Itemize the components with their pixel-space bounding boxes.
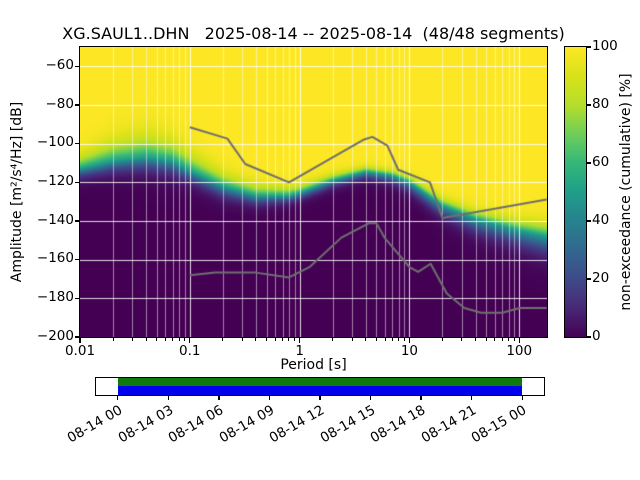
x-minor-tick	[475, 338, 477, 341]
timeline-tick-label: 08-14 09	[216, 402, 277, 447]
x-minor-tick	[241, 338, 243, 341]
timeline-tick-label: 08-14 03	[115, 402, 176, 447]
x-minor-tick	[156, 338, 158, 341]
colorbar-tick	[587, 104, 591, 106]
x-minor-tick	[222, 338, 224, 341]
y-tick	[75, 143, 80, 145]
timeline-tick	[268, 396, 271, 400]
x-minor-tick	[501, 338, 503, 341]
timeline-tick-label: 08-14 06	[165, 402, 227, 447]
y-tick-label: −60	[45, 56, 75, 73]
timeline-tick-label: 08-15 00	[469, 402, 530, 447]
y-axis-label: Amplitude [m²/s⁴/Hz] [dB]	[9, 101, 25, 283]
x-minor-tick	[294, 338, 296, 341]
x-minor-tick	[255, 338, 257, 341]
x-minor-tick	[494, 338, 496, 341]
timeline-tick	[319, 396, 321, 400]
colorbar-tick-label: 0	[592, 327, 601, 344]
timeline-tick-label: 08-14 15	[317, 402, 379, 447]
y-tick	[75, 220, 80, 222]
timeline-tick	[218, 396, 220, 400]
y-tick	[75, 65, 80, 67]
y-tick-label: −140	[36, 211, 74, 228]
colorbar-label: non-exceedance (cumulative) [%]	[618, 73, 634, 311]
timeline-tick-label: 08-14 12	[266, 402, 328, 447]
x-tick	[518, 338, 520, 343]
x-tick	[299, 338, 301, 343]
y-tick	[75, 181, 80, 183]
x-minor-tick	[112, 338, 114, 341]
y-tick	[75, 104, 80, 106]
colorbar-gradient	[565, 47, 586, 337]
x-minor-tick	[332, 338, 334, 341]
colorbar-tick-label: 20	[592, 269, 610, 286]
x-minor-tick	[178, 338, 180, 341]
x-minor-tick	[145, 338, 147, 341]
x-minor-tick	[485, 338, 487, 341]
timeline-tick	[117, 396, 119, 400]
y-tick-label: −160	[36, 250, 74, 267]
y-tick	[75, 336, 80, 338]
x-minor-tick	[384, 338, 386, 341]
timeline-tick-label: 08-14 00	[64, 402, 126, 447]
y-tick-label: −180	[36, 288, 74, 305]
timeline-tick	[420, 396, 422, 400]
x-tick-label: 1	[295, 343, 304, 359]
x-minor-tick	[288, 338, 290, 341]
y-tick-label: −200	[36, 327, 74, 344]
x-minor-tick	[391, 338, 393, 341]
colorbar-tick	[587, 46, 591, 48]
x-tick	[408, 338, 410, 343]
y-tick-label: −100	[36, 134, 74, 151]
x-minor-tick	[131, 338, 133, 341]
colorbar-tick-label: 100	[592, 37, 618, 54]
x-minor-tick	[365, 338, 367, 341]
y-tick	[75, 297, 80, 299]
x-minor-tick	[274, 338, 276, 341]
x-minor-tick	[398, 338, 400, 341]
x-minor-tick	[351, 338, 353, 341]
plot-title: XG.SAUL1..DHN 2025-08-14 -- 2025-08-14 (…	[62, 24, 565, 43]
y-tick-label: −120	[36, 172, 74, 189]
timeline-tick	[470, 396, 473, 400]
x-minor-tick	[164, 338, 166, 341]
colorbar-tick	[587, 220, 591, 222]
timeline-tick	[167, 396, 169, 400]
x-tick-label: 0.1	[179, 343, 201, 359]
x-minor-tick	[461, 338, 463, 341]
x-minor-tick	[282, 338, 284, 341]
x-minor-tick	[172, 338, 174, 341]
x-minor-tick	[508, 338, 510, 341]
y-tick-label: −80	[45, 95, 75, 112]
timeline-tick	[369, 396, 372, 400]
colorbar-tick-label: 80	[592, 95, 610, 112]
y-tick	[75, 259, 80, 261]
x-minor-tick	[375, 338, 377, 341]
colorbar-tick-label: 40	[592, 211, 610, 228]
timeline-tick	[521, 396, 523, 400]
timeline-tick-label: 08-14 18	[367, 402, 429, 447]
colorbar-tick	[587, 162, 591, 164]
x-tick	[189, 338, 191, 343]
x-tick-label: 0.01	[64, 343, 96, 359]
x-minor-tick	[513, 338, 515, 341]
x-minor-tick	[403, 338, 405, 341]
ppsd-heatmap-canvas	[80, 47, 547, 337]
colorbar-tick	[587, 278, 591, 280]
colorbar-tick	[587, 336, 591, 338]
x-tick-label: 10	[400, 343, 419, 359]
timeline-coverage-top	[117, 378, 523, 386]
x-minor-tick	[266, 338, 268, 341]
timeline-coverage-bottom	[117, 386, 523, 395]
x-minor-tick	[184, 338, 186, 341]
x-axis-label: Period [s]	[280, 357, 347, 373]
x-minor-tick	[441, 338, 443, 341]
colorbar-tick-label: 60	[592, 153, 610, 170]
x-tick-label: 100	[506, 343, 533, 359]
x-tick	[79, 338, 81, 343]
timeline-tick-label: 08-14 21	[418, 402, 480, 447]
